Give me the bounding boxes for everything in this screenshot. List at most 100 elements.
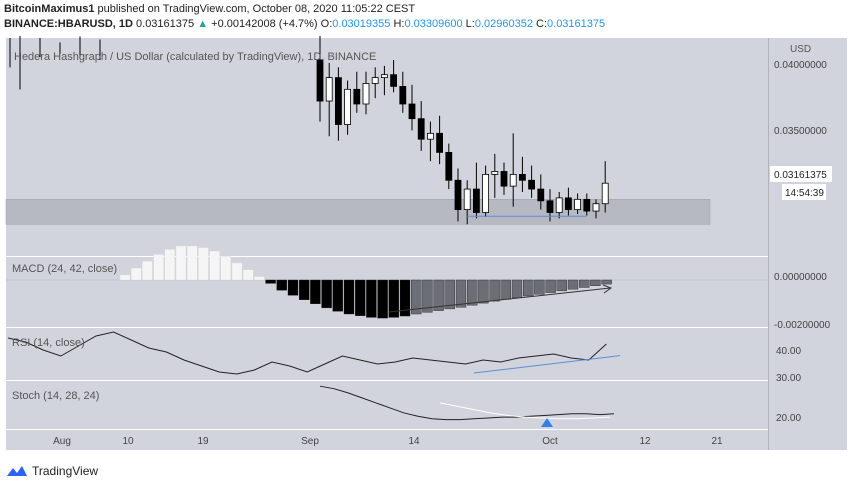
- open-value: 0.03019355: [332, 18, 391, 30]
- candle-bull: [574, 198, 581, 210]
- price-tick-1: 0.04000000: [774, 60, 827, 71]
- time-tick-label: 12: [639, 436, 651, 447]
- macd-bar: [489, 279, 500, 302]
- macd-layer: [6, 245, 768, 319]
- macd-bar: [220, 255, 232, 281]
- high-label: H:: [393, 18, 405, 30]
- macd-bar: [534, 279, 545, 295]
- low-value: 0.02960352: [474, 18, 533, 30]
- last-price: 0.03161375: [136, 18, 195, 30]
- candle-bear: [445, 152, 453, 181]
- close-label: C:: [536, 18, 548, 30]
- macd-bar: [198, 247, 209, 281]
- candle-bear: [528, 179, 535, 190]
- macd-bar: [601, 279, 612, 285]
- price-change: +0.00142008 (+4.7%): [211, 18, 318, 30]
- candle-bear: [583, 198, 591, 212]
- macd-bar: [276, 279, 287, 291]
- macd-bar: [388, 279, 399, 318]
- candle-bear: [399, 86, 407, 105]
- crossover-marker-icon: [541, 418, 553, 427]
- stoch-d-line: [439, 402, 611, 420]
- candle-bull: [325, 77, 333, 102]
- price-layer: [5, 36, 711, 225]
- macd-bar: [287, 279, 299, 296]
- countdown-text: 14:54:39: [785, 188, 824, 199]
- rsi-pane[interactable]: [6, 328, 768, 380]
- candle-bull: [601, 182, 609, 205]
- last-price-tag-text: 0.03161375: [774, 170, 827, 181]
- time-axis[interactable]: [6, 430, 768, 450]
- macd-bar: [366, 279, 377, 318]
- macd-bar: [411, 279, 422, 315]
- rsi-trendline: [473, 355, 621, 374]
- candle-bear: [334, 77, 342, 125]
- candle-bear: [565, 197, 572, 211]
- rsi-label: RSI (14, close): [12, 337, 85, 349]
- macd-bar: [422, 279, 433, 313]
- candle-bull: [426, 132, 434, 140]
- candle-bear: [472, 188, 480, 213]
- rsi-layer: [7, 331, 621, 375]
- macd-tick-2: -0.00200000: [774, 320, 831, 331]
- close-value: 0.03161375: [547, 18, 606, 30]
- time-tick-label: 21: [711, 436, 723, 447]
- macd-bar: [254, 276, 265, 281]
- candle-bull: [509, 173, 517, 187]
- macd-bar: [332, 279, 343, 312]
- footer-brand[interactable]: TradingView: [32, 464, 99, 478]
- time-tick-label: Oct: [542, 436, 558, 447]
- chart-canvas[interactable]: Hedera Hashgraph / US Dollar (calculated…: [0, 36, 850, 456]
- published-text: published on TradingView.com, October 08…: [97, 3, 416, 15]
- countdown-tag: [782, 184, 826, 200]
- macd-bar: [321, 279, 332, 309]
- last-price-tag: [770, 166, 832, 182]
- candle-bull: [362, 83, 370, 105]
- macd-bar: [377, 279, 388, 319]
- macd-bar: [209, 250, 220, 281]
- macd-bar: [231, 262, 243, 281]
- macd-bar: [444, 279, 455, 310]
- time-ticks: Aug 10 19 Sep 14 Oct 12 21: [53, 436, 723, 447]
- candle-bear: [537, 188, 545, 202]
- candle-bear: [436, 132, 444, 153]
- candle-bear: [454, 179, 462, 210]
- chart-header: BitcoinMaximus1 published on TradingView…: [4, 2, 846, 34]
- macd-bar: [567, 279, 579, 290]
- tradingview-logo-icon: [7, 466, 27, 476]
- macd-bar: [433, 279, 444, 311]
- stoch-tick-1: 20.00: [776, 413, 801, 424]
- time-tick-label: Sep: [301, 436, 319, 447]
- open-label: O:: [320, 18, 333, 30]
- candle-bull: [344, 88, 352, 125]
- time-tick-label: 10: [122, 436, 134, 447]
- candle-bear: [417, 118, 425, 140]
- macd-label: MACD (24, 42, close): [12, 263, 117, 275]
- macd-bar: [511, 279, 523, 298]
- footer: TradingView: [6, 461, 98, 481]
- macd-bar: [455, 279, 467, 308]
- candle-bear: [390, 74, 398, 87]
- macd-bar: [119, 274, 131, 281]
- candle-bull: [482, 173, 490, 213]
- macd-tick-1: 0.00000000: [774, 272, 827, 283]
- candle-bear: [408, 103, 416, 120]
- price-tick-2: 0.03500000: [774, 126, 827, 137]
- rsi-tick-2: 30.00: [776, 373, 801, 384]
- macd-bar: [590, 279, 601, 286]
- candle-bull: [371, 77, 379, 84]
- candle-bull: [592, 203, 600, 212]
- macd-bar: [186, 245, 198, 281]
- macd-bar: [579, 279, 590, 288]
- macd-arrow-icon: [602, 284, 613, 294]
- candle-bull: [555, 197, 563, 213]
- macd-bar: [343, 279, 355, 315]
- price-axis[interactable]: [769, 38, 847, 450]
- candle-bear: [316, 59, 324, 102]
- stoch-pane[interactable]: [6, 381, 768, 429]
- stoch-layer: [319, 385, 615, 427]
- macd-bar: [500, 279, 511, 300]
- macd-bar: [142, 261, 153, 281]
- author-name[interactable]: BitcoinMaximus1: [4, 3, 95, 15]
- macd-bar: [130, 267, 142, 281]
